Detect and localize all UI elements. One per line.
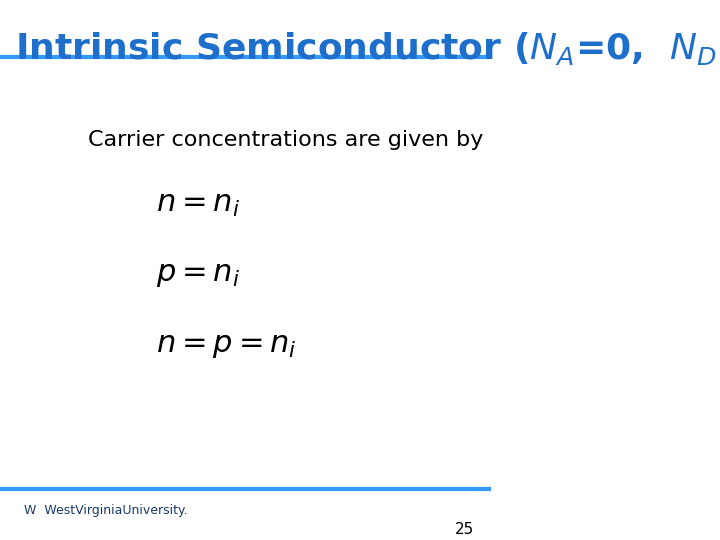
Text: 25: 25 [455,522,474,537]
Text: Intrinsic Semiconductor ($N_A$=0,  $N_D$=0): Intrinsic Semiconductor ($N_A$=0, $N_D$=… [14,30,720,67]
Text: $n = n_i$: $n = n_i$ [156,191,240,219]
Text: W  WestVirginiaUniversity.: W WestVirginiaUniversity. [24,504,188,517]
Text: Carrier concentrations are given by: Carrier concentrations are given by [88,130,483,150]
Text: $p = n_i$: $p = n_i$ [156,261,240,289]
Text: $n = p = n_i$: $n = p = n_i$ [156,332,297,360]
